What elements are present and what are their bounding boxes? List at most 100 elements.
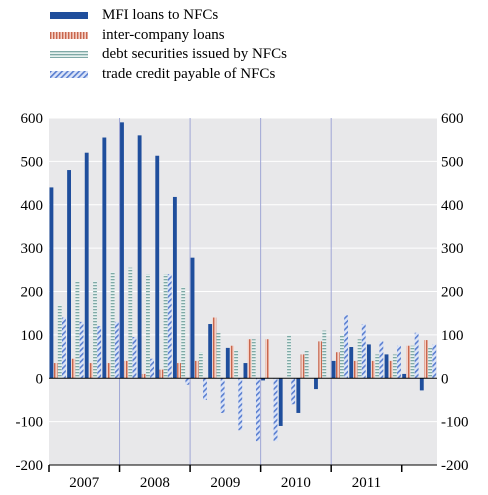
bar [392, 354, 397, 379]
legend-label: MFI loans to NFCs [102, 7, 219, 24]
bar [93, 280, 97, 379]
bar [61, 317, 66, 379]
bar [132, 337, 137, 379]
legend-label: trade credit payable of NFCs [102, 65, 276, 82]
bar [238, 378, 243, 431]
bar [331, 360, 336, 379]
bar [137, 135, 142, 379]
y-tick-label: 400 [441, 198, 464, 214]
bar [397, 345, 401, 379]
x-axis: 2007 2008 2009 2010 2011 [48, 465, 403, 491]
y-tick-label: 200 [21, 285, 44, 301]
bar [84, 152, 89, 379]
legend-label: debt securities issued by NFCs [102, 46, 287, 63]
y-tick-label: 600 [21, 111, 44, 127]
y-axis-right: -200 -100 0 100 200 300 400 500 600 [441, 111, 469, 474]
x-tick-label: 2011 [352, 475, 381, 491]
bar [261, 378, 265, 381]
bar [414, 332, 419, 379]
bar [335, 352, 340, 379]
bar [159, 369, 164, 379]
bar [388, 360, 393, 379]
bar [120, 122, 124, 379]
bar [88, 363, 93, 379]
bar [375, 354, 380, 379]
legend-item: inter-company loans [50, 26, 287, 46]
bar [177, 363, 181, 379]
bar [432, 344, 437, 379]
x-tick-label: 2007 [69, 475, 100, 491]
bar [71, 358, 76, 379]
legend-swatch [50, 70, 88, 78]
y-tick-label: 500 [441, 154, 464, 170]
bar [424, 340, 428, 379]
y-tick-label: 0 [36, 371, 44, 387]
bar [402, 373, 407, 379]
bar [371, 360, 375, 379]
bar [287, 334, 291, 379]
bar [106, 363, 111, 379]
bar [357, 339, 362, 379]
bar [300, 354, 305, 379]
y-tick-label: 600 [441, 111, 464, 127]
y-tick-label: 300 [441, 241, 464, 257]
bar [406, 345, 411, 379]
bar [304, 350, 309, 379]
bar [419, 378, 424, 391]
bar [291, 378, 296, 405]
bar [379, 341, 384, 379]
bar [185, 378, 190, 385]
bar [97, 326, 102, 379]
bar [146, 274, 150, 379]
bar [155, 155, 160, 379]
y-tick-label: 100 [441, 328, 464, 344]
y-tick-label: 0 [441, 371, 449, 387]
legend-item: debt securities issued by NFCs [50, 45, 287, 65]
legend-swatch [50, 31, 88, 39]
bar [163, 274, 168, 379]
bar [102, 137, 107, 379]
bar [79, 321, 84, 379]
bar [322, 330, 327, 379]
y-tick-label: 300 [21, 241, 44, 257]
bar [150, 358, 155, 379]
bars [49, 122, 437, 442]
chart-legend: MFI loans to NFCs inter-company loans debt… [50, 6, 287, 84]
bar [124, 360, 129, 379]
bar [212, 317, 217, 379]
bar [265, 339, 270, 379]
bar [67, 170, 71, 379]
bar [384, 354, 389, 379]
y-tick-label: -100 [16, 415, 44, 431]
bar [128, 267, 133, 379]
bar [114, 321, 119, 379]
y-tick-label: 400 [21, 198, 44, 214]
bar [243, 363, 248, 379]
bar [278, 378, 283, 426]
bar [366, 344, 371, 379]
bar [255, 378, 260, 442]
axes [49, 377, 437, 466]
legend-item: trade credit payable of NFCs [50, 65, 287, 85]
legend-label: inter-company loans [102, 26, 225, 43]
bar [141, 373, 146, 379]
y-tick-label: 200 [441, 285, 464, 301]
bar [353, 360, 358, 379]
bar [167, 274, 172, 379]
bar [194, 360, 199, 379]
bar [273, 378, 278, 442]
bar [53, 363, 58, 379]
bar [75, 280, 80, 379]
bar [181, 287, 186, 379]
legend-swatch [50, 51, 88, 59]
bar [314, 378, 318, 390]
bar [190, 257, 195, 379]
y-tick-label: -200 [441, 458, 469, 474]
x-tick-label: 2009 [210, 475, 240, 491]
bar [361, 324, 366, 379]
bar [216, 332, 221, 379]
bar [110, 271, 115, 379]
bar [172, 196, 177, 379]
bar [251, 339, 256, 379]
